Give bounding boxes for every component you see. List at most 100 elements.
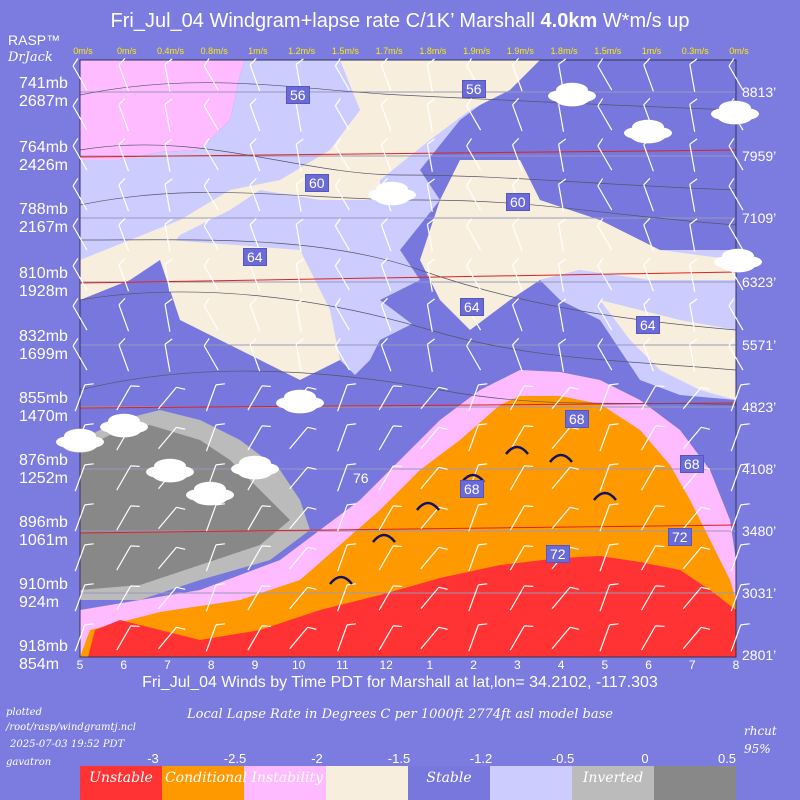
pressure-label: 876mb [19,452,68,469]
wind-barb [334,298,350,331]
cloud-icon [548,82,596,107]
left-level-label: 876mb 1252m [19,452,68,488]
wind-barb [597,218,613,251]
wind-barb [466,338,482,371]
wind-barb [337,583,357,612]
height-ft-label: 6323’ [742,274,777,290]
wind-barb [641,505,665,531]
wind-barb [420,586,448,610]
thermal-top-arc [329,575,353,585]
wind-barb [509,545,534,571]
wind-barb [74,383,94,412]
cloud-icon [368,181,416,206]
wstar-value: 0m/s [729,46,749,56]
wind-barb [682,546,711,570]
wind-barb [730,503,750,532]
cloud-icon [231,455,279,480]
wind-barb [511,337,523,372]
footer-plotted: plotted [6,707,42,718]
height-ft-label: 5571’ [742,337,777,353]
wind-barb [247,385,271,411]
left-level-label: 896mb 1061m [19,514,68,550]
pressure-label: 832mb [19,328,68,345]
wind-barb [599,583,619,612]
wind-barb [420,506,448,530]
wind-barb [728,298,744,331]
wind-barb [118,177,130,212]
wind-barb [597,138,613,171]
wind-barb [337,543,357,572]
contour-label: 72 [668,528,692,546]
wind-barb [118,137,130,172]
wind-barb [295,298,304,332]
wind-barb [380,57,392,92]
wind-barb [420,546,448,570]
footer-user: gavatron [6,757,52,768]
wind-barb [72,298,88,331]
legend-tick: -2 [311,751,323,766]
height-ft-label: 7959’ [742,148,777,164]
left-level-label: 764mb 2426m [19,139,68,175]
wind-barb [426,218,435,252]
wind-barb [72,178,88,211]
wind-barb [289,586,317,610]
wind-barb [378,505,403,531]
wind-barb [378,545,403,571]
cloud-icon [186,481,234,506]
wind-barb [689,98,698,132]
contour-label: 56 [462,80,486,98]
wind-barb [728,58,744,91]
wind-barb [380,97,392,132]
temperature-contours [79,82,737,406]
wind-barb [511,297,523,332]
wind-barb [118,257,130,292]
left-level-label: 741mb 2687m [19,75,68,111]
contour-label: 68 [565,410,589,428]
height-ft-label: 4108’ [742,461,777,477]
pressure-label: 810mb [19,265,68,282]
thermal-top-arc [549,453,573,463]
height-ft-label: 4823’ [742,399,777,415]
wind-barb [334,258,350,291]
wind-barb [728,178,744,211]
wind-barb [116,465,140,491]
wind-barb [468,623,488,652]
wind-barb [247,425,271,451]
rasp-logo: RASP™ [8,32,61,48]
thermal-top-arc [416,501,440,511]
wind-barb [249,177,261,212]
legend-tick: 0.5 [717,751,737,766]
contour-label: 68 [460,480,484,498]
wind-barb [641,585,665,611]
wind-barb [682,626,711,650]
wind-barb [334,138,350,171]
wind-barb [295,338,304,372]
x-tick-label: 6 [645,658,652,672]
wind-barb [205,503,225,532]
wind-barb [558,258,567,292]
wind-barb [728,338,744,371]
wind-barb [466,218,482,251]
wind-barb [118,337,130,372]
legend-tick: -0.5 [551,751,575,766]
wind-barb [426,298,435,332]
contour-label: 68 [680,455,704,473]
wind-barb [118,97,130,132]
wind-barb [468,583,488,612]
wind-barb [689,138,698,172]
wind-barb [72,218,88,251]
wind-barb [247,545,271,571]
wind-barb [289,626,317,650]
cloud-icon [276,389,324,414]
legend-tick: -3 [147,751,159,766]
wind-barb [118,217,130,252]
wind-barb [158,546,186,570]
wind-barb [378,625,403,651]
wind-barb [74,503,94,532]
height-m-label: 1252m [19,470,68,487]
wind-barb [509,585,534,611]
height-ft-label: 8813’ [742,84,777,100]
pressure-label: 764mb [19,139,68,156]
thermal-top-arc [372,533,396,543]
